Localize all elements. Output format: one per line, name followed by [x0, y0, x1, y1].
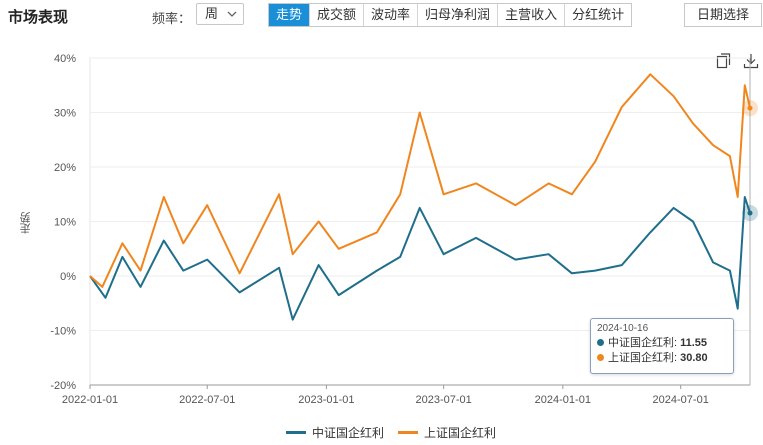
page-title: 市场表现 — [8, 9, 69, 26]
tab-net-profit[interactable]: 归母净利润 — [418, 4, 499, 26]
legend-swatch — [286, 431, 306, 434]
series-line-b — [89, 73, 751, 288]
chart-tooltip: 2024-10-16 中证国企红利: 11.55 上证国企红利: 30.80 — [590, 318, 734, 374]
header-bar: 市场表现 频率： 周 走势 成交额 波动率 归母净利润 主营收入 分红统计 日期… — [0, 0, 763, 32]
x-tick-label: 2024-07-01 — [653, 394, 709, 406]
download-icon[interactable] — [743, 52, 759, 70]
x-tick-label: 2023-07-01 — [416, 394, 472, 406]
tab-dividend-stats[interactable]: 分红统计 — [565, 4, 632, 26]
tooltip-date: 2024-10-16 — [597, 323, 649, 334]
series-b-dot-icon — [597, 354, 604, 361]
tooltip-row: 上证国企红利: 30.80 — [597, 351, 727, 366]
tab-turnover[interactable]: 成交额 — [310, 4, 365, 26]
data-point — [747, 210, 753, 216]
y-tick-label: 10% — [54, 217, 76, 229]
tooltip-row: 中证国企红利: 11.55 — [597, 336, 727, 351]
y-tick-label: -10% — [50, 326, 76, 338]
line-chart: 40% 30% 20% 10% 0% -10% -20% 2022-01-01 2022-07-… — [50, 53, 758, 406]
tab-main-revenue[interactable]: 主营收入 — [498, 4, 566, 26]
y-tick-label: 30% — [54, 108, 76, 120]
series-line-a — [89, 196, 751, 321]
legend-item-series-a[interactable]: 中证国企红利 — [286, 424, 384, 441]
chevron-down-icon — [227, 11, 237, 17]
legend-label: 中证国企红利 — [312, 426, 385, 440]
metric-tabs: 走势 成交额 波动率 归母净利润 主营收入 分红统计 — [268, 3, 633, 27]
frequency-label: 频率： — [152, 11, 192, 26]
series-a-dot-icon — [597, 339, 604, 346]
tooltip-series-name: 中证国企红利 — [608, 337, 674, 349]
date-select-button[interactable]: 日期选择 — [684, 3, 762, 27]
x-tick-label: 2024-01-01 — [535, 394, 591, 406]
tooltip-series-value: 11.55 — [680, 337, 708, 349]
y-tick-label: -20% — [50, 380, 76, 392]
x-tick-label: 2022-01-01 — [62, 394, 118, 406]
legend-label: 上证国企红利 — [424, 426, 497, 440]
tab-trend[interactable]: 走势 — [269, 4, 311, 26]
y-tick-label: 20% — [54, 162, 76, 174]
copy-icon[interactable] — [716, 52, 732, 70]
frequency-value: 周 — [205, 6, 219, 21]
y-tick-label: 0% — [60, 271, 76, 283]
chart-legend: 中证国企红利 上证国企红利 — [0, 424, 763, 442]
y-tick-label: 40% — [54, 53, 76, 65]
tooltip-series-value: 30.80 — [680, 352, 708, 364]
tab-volatility[interactable]: 波动率 — [364, 4, 419, 26]
frequency-select[interactable]: 周 — [196, 3, 244, 25]
legend-item-series-b[interactable]: 上证国企红利 — [398, 424, 496, 441]
x-tick-label: 2022-07-01 — [179, 394, 235, 406]
tooltip-series-name: 上证国企红利 — [608, 352, 674, 364]
x-tick-label: 2023-01-01 — [298, 394, 354, 406]
data-point — [747, 105, 753, 111]
legend-swatch — [398, 431, 418, 434]
